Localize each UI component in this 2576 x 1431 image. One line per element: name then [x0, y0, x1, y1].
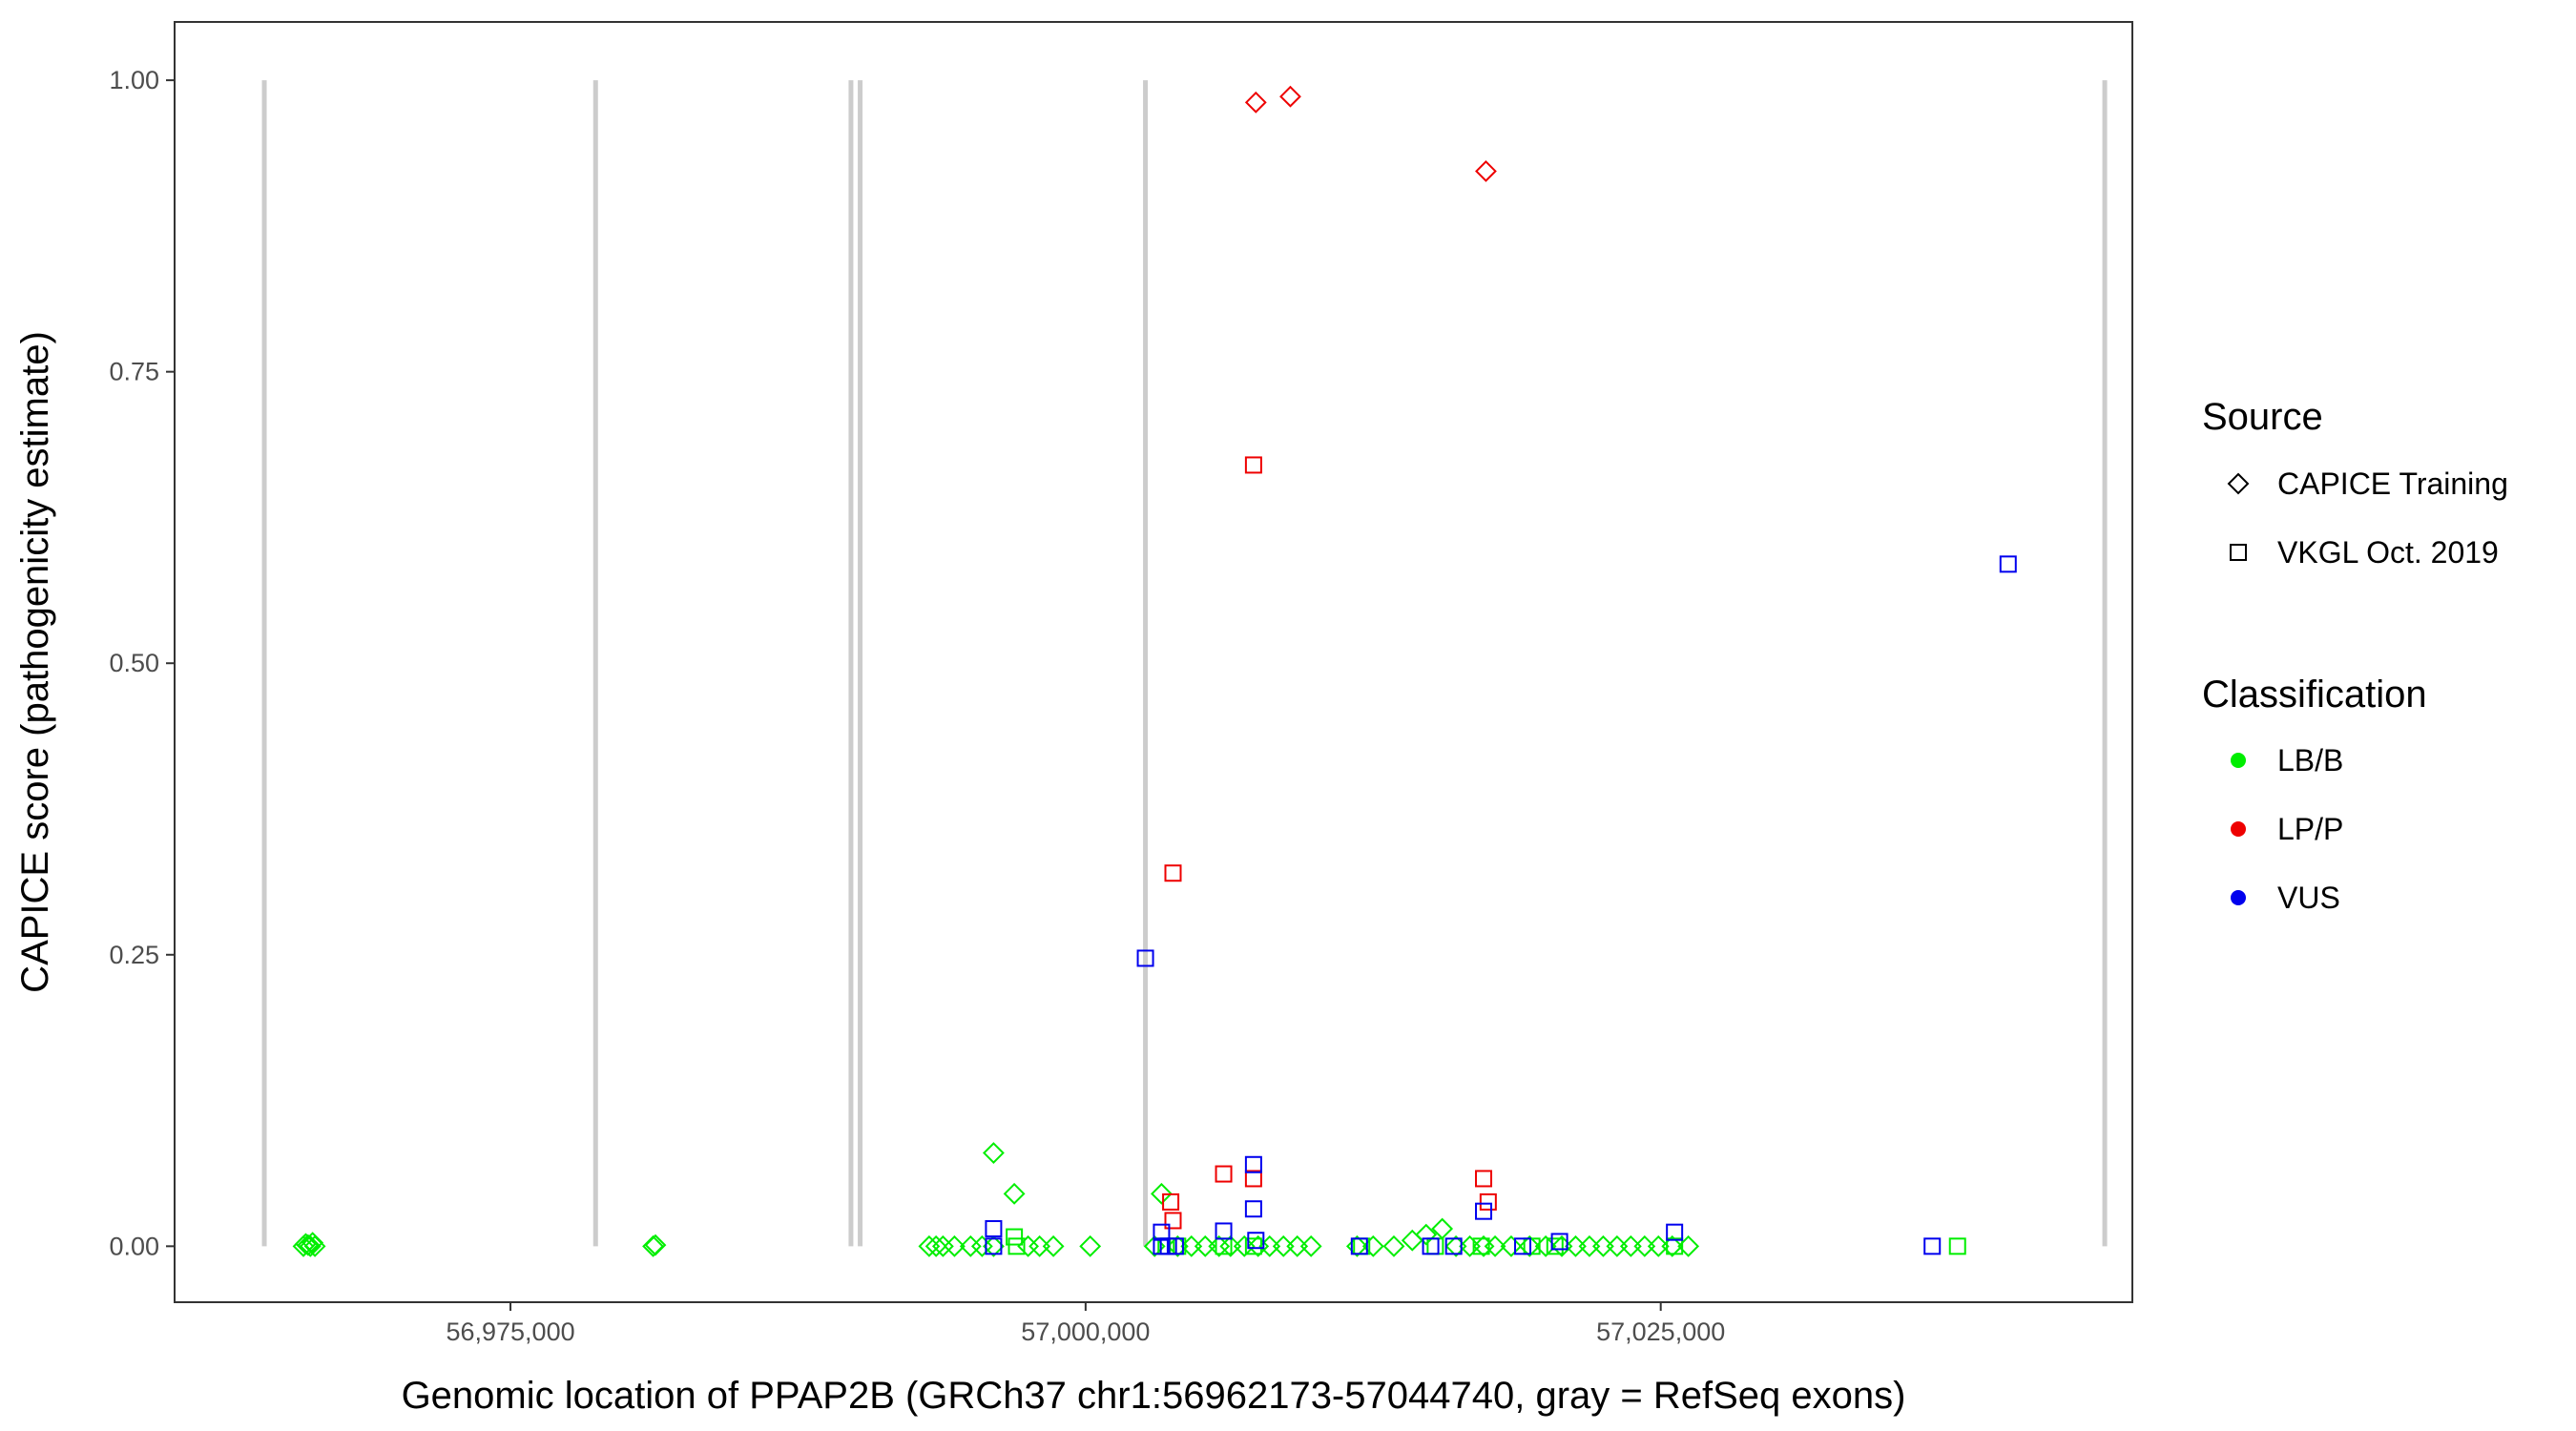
x-axis: 56,975,000 57,000,000 57,025,000	[446, 1302, 1725, 1346]
y-tick-label: 1.00	[109, 66, 159, 94]
data-point-square	[1215, 1165, 1233, 1183]
data-point-diamond	[1003, 1182, 1026, 1205]
data-point-diamond	[1299, 1234, 1322, 1257]
data-point-diamond	[1151, 1182, 1173, 1205]
y-tick-label: 0.25	[109, 941, 159, 969]
data-point-diamond	[1345, 1234, 1368, 1257]
data-point-square	[1350, 1237, 1368, 1255]
data-point-square	[1244, 1170, 1262, 1188]
data-point-square	[1999, 555, 2017, 573]
data-point-diamond	[944, 1234, 966, 1257]
data-point-square	[1247, 1232, 1265, 1250]
data-point-square	[1166, 1237, 1184, 1255]
data-point-square	[1164, 864, 1182, 882]
data-point-square	[1244, 1237, 1262, 1255]
data-point-diamond	[924, 1234, 947, 1257]
data-point-square	[1479, 1192, 1497, 1211]
data-point-square	[1546, 1237, 1564, 1255]
y-tick-label: 0.00	[109, 1232, 159, 1260]
legend-label-source: CAPICE Training	[2277, 467, 2508, 501]
data-point-diamond	[1279, 85, 1301, 108]
y-axis: 0.00 0.25 0.50 0.75 1.00	[109, 66, 175, 1260]
y-tick-label: 0.75	[109, 358, 159, 386]
data-point-square	[1136, 949, 1154, 967]
plot-panel-border	[174, 21, 2133, 1303]
data-point-diamond	[1382, 1234, 1405, 1257]
legend-key-dot	[2231, 821, 2246, 837]
legend-title-source: Source	[2202, 396, 2323, 438]
legend-label-classification: LP/P	[2277, 812, 2343, 846]
data-point-diamond	[644, 1234, 667, 1256]
data-point-square	[1244, 1155, 1262, 1173]
data-point-diamond	[1042, 1234, 1065, 1257]
data-point-square	[1472, 1237, 1490, 1255]
data-point-square	[1923, 1237, 1942, 1255]
data-point-square	[1422, 1237, 1440, 1255]
data-point-square	[1162, 1192, 1180, 1211]
legend-class-items: LB/B LP/P VUS	[2231, 743, 2343, 915]
y-tick-label: 0.50	[109, 649, 159, 677]
data-point-diamond	[1415, 1223, 1438, 1246]
data-point-square	[1008, 1237, 1026, 1255]
legend-key-dot	[2231, 890, 2246, 905]
legend: Source CAPICE Training VKGL Oct. 2019 Cla…	[2202, 396, 2508, 915]
data-point-square	[1475, 1170, 1493, 1188]
data-point-diamond	[1518, 1234, 1541, 1257]
data-point-square	[1523, 1237, 1541, 1255]
data-points	[292, 85, 2017, 1257]
legend-label-classification: LB/B	[2277, 743, 2343, 778]
data-point-square	[1244, 456, 1262, 474]
data-point-square	[985, 1237, 1003, 1255]
exon-lines	[261, 80, 2108, 1247]
data-point-square	[1244, 1200, 1262, 1218]
data-point-square	[1164, 1212, 1182, 1230]
data-point-diamond	[1500, 1234, 1523, 1257]
data-point-square	[1444, 1237, 1463, 1255]
x-tick-label: 56,975,000	[446, 1317, 574, 1346]
data-point-square	[1666, 1223, 1684, 1241]
legend-source-items: CAPICE Training VKGL Oct. 2019	[2227, 467, 2508, 570]
legend-key-square	[2230, 544, 2247, 561]
x-tick-label: 57,000,000	[1021, 1317, 1150, 1346]
x-tick-label: 57,025,000	[1596, 1317, 1725, 1346]
data-point-square	[1006, 1228, 1024, 1246]
legend-label-source: VKGL Oct. 2019	[2277, 535, 2499, 570]
legend-key-diamond	[2227, 472, 2250, 495]
data-point-square	[985, 1220, 1003, 1237]
data-point-square	[1666, 1237, 1684, 1255]
x-axis-title: Genomic location of PPAP2B (GRCh37 chr1:…	[402, 1375, 1906, 1417]
data-point-diamond	[983, 1142, 1005, 1164]
data-point-square	[1475, 1202, 1493, 1220]
data-point-square	[1550, 1233, 1568, 1251]
data-point-diamond	[1475, 160, 1497, 182]
y-axis-title: CAPICE score (pathogenicity estimate)	[14, 331, 56, 993]
data-point-diamond	[1079, 1234, 1102, 1257]
legend-label-classification: VUS	[2277, 881, 2340, 915]
legend-key-dot	[2231, 753, 2246, 768]
legend-title-classification: Classification	[2202, 674, 2427, 716]
data-point-diamond	[1661, 1234, 1684, 1257]
data-point-square	[1215, 1222, 1233, 1240]
data-point-square	[1514, 1237, 1532, 1255]
data-point-diamond	[1244, 91, 1267, 114]
data-point-square	[1948, 1237, 1966, 1255]
data-point-diamond	[303, 1234, 326, 1257]
data-point-diamond	[983, 1234, 1005, 1257]
